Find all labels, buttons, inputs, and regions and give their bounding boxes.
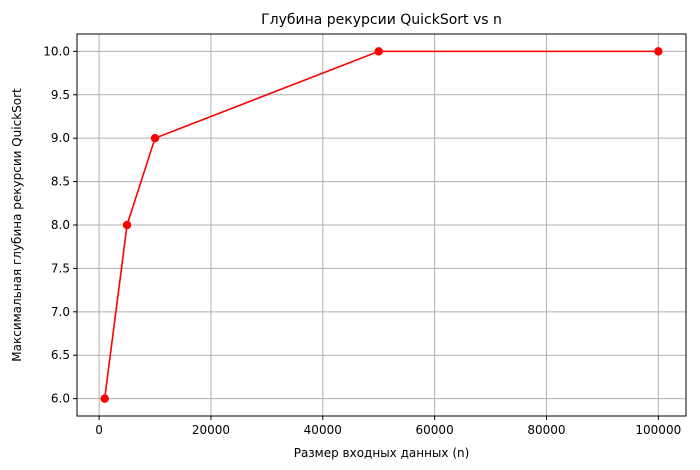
series — [100, 47, 663, 403]
y-tick-label: 7.0 — [51, 305, 70, 319]
data-point — [150, 133, 160, 143]
y-tick-label: 7.5 — [51, 261, 70, 275]
ticks: 0 20000 40000 60000 80000 100000 6.0 6.5 7.0 7.5 8… — [43, 44, 681, 437]
x-tick-label: 60000 — [416, 423, 454, 437]
y-tick-label: 9.5 — [51, 88, 70, 102]
x-tick-label: 0 — [95, 423, 103, 437]
data-point — [100, 394, 109, 403]
x-axis-label: Размер входных данных (n) — [294, 446, 470, 460]
x-tick-label: 20000 — [192, 423, 230, 437]
y-tick-label: 8.0 — [51, 218, 70, 232]
data-point — [122, 220, 132, 230]
data-point — [654, 47, 663, 56]
y-tick-label: 10.0 — [43, 44, 70, 58]
chart-title: Глубина рекурсии QuickSort vs n — [261, 12, 502, 28]
x-tick-label: 100000 — [635, 423, 681, 437]
x-tick-label: 40000 — [304, 423, 342, 437]
x-tick-label: 80000 — [527, 423, 565, 437]
data-point — [374, 47, 383, 56]
y-tick-label: 9.0 — [51, 131, 70, 145]
y-tick-label: 8.5 — [51, 175, 70, 189]
y-tick-label: 6.0 — [51, 392, 70, 406]
y-tick-label: 6.5 — [51, 348, 70, 362]
y-axis-label: Максимальная глубина рекурсии QuickSort — [10, 88, 24, 362]
